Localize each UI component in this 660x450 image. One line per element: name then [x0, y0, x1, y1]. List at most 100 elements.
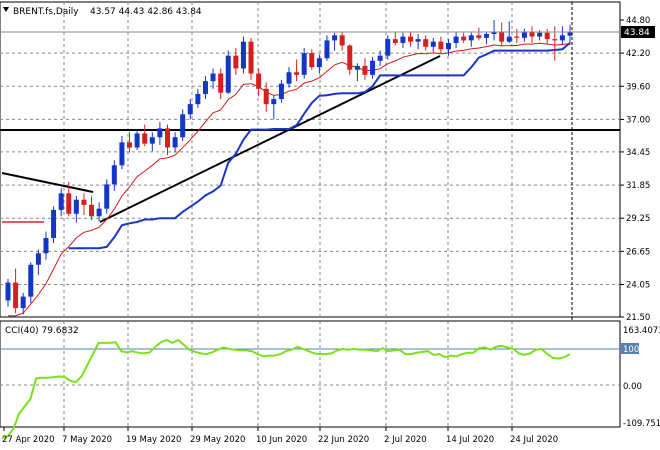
cci-scale-bottom: -109.751: [623, 419, 660, 429]
header: BRENT.fs,Daily 43.57 44.43 42.86 43.84: [3, 7, 202, 17]
candle: [392, 31, 398, 46]
candle: [35, 249, 41, 275]
y-tick-label: 26.65: [626, 247, 650, 257]
candle: [499, 22, 505, 46]
downtrend-line: [1, 172, 94, 193]
candle: [96, 202, 102, 222]
candle: [180, 109, 186, 142]
ohlc-values: 43.57 44.43 42.86 43.84: [90, 7, 202, 17]
y-tick-label: 31.85: [626, 181, 650, 191]
candle: [5, 278, 11, 307]
candle: [377, 50, 383, 66]
cci-label: CCI(40) 79.6832: [5, 326, 79, 336]
candle: [453, 31, 459, 49]
candle: [104, 179, 110, 214]
trendlines[interactable]: [1, 55, 441, 223]
date-axis: 27 Apr 2020 7 May 2020 19 May 2020 29 May 2…: [2, 427, 558, 445]
candle: [430, 37, 436, 52]
x-tick-label: 14 Jul 2020: [446, 435, 494, 445]
cci-line: [1, 338, 571, 440]
candle: [400, 32, 406, 49]
candle: [567, 24, 573, 45]
candle: [210, 68, 216, 89]
candle: [461, 32, 467, 43]
x-tick-label: 19 May 2020: [126, 435, 181, 445]
candle: [149, 132, 155, 152]
candle: [127, 132, 133, 153]
cci-axis: 163.4073 100 0.00 -109.751: [621, 326, 660, 429]
candle: [13, 268, 19, 314]
candles: [5, 20, 573, 315]
candle: [157, 121, 163, 145]
fast-moving-average: [8, 42, 571, 317]
candle: [483, 31, 489, 45]
candle: [415, 34, 421, 50]
candle: [544, 28, 550, 45]
candle: [225, 50, 231, 94]
candle: [58, 188, 64, 217]
candle: [202, 76, 208, 100]
candle: [385, 35, 391, 60]
candle: [529, 26, 535, 43]
candle: [134, 129, 140, 151]
chevron-down-icon: [3, 7, 9, 12]
x-tick-label: 27 Apr 2020: [2, 435, 55, 445]
y-tick-label: 29.25: [626, 214, 650, 224]
candle: [233, 48, 239, 75]
candle: [332, 32, 338, 51]
cci-scale-zero: 0.00: [623, 382, 642, 392]
candle: [20, 292, 26, 315]
price-axis: 44.80 42.20 39.60 37.00 34.45 31.85 29.25 26.65…: [620, 16, 650, 323]
candle: [559, 26, 565, 45]
y-tick-label: 42.20: [626, 49, 650, 59]
y-tick-label: 44.80: [626, 16, 650, 26]
svg-text:43.84: 43.84: [624, 28, 650, 38]
y-tick-label: 39.60: [626, 82, 650, 92]
cci-scale-100: 100: [623, 345, 639, 355]
grid-main: [0, 2, 620, 317]
symbol-label: BRENT.fs,Daily: [13, 7, 79, 17]
candle: [248, 37, 254, 80]
x-tick-label: 22 Jun 2020: [318, 435, 369, 445]
candle: [362, 58, 368, 80]
candle: [119, 135, 125, 170]
kijun-line: [68, 42, 571, 250]
candle: [514, 28, 520, 43]
candle: [271, 95, 277, 120]
candle: [111, 160, 117, 191]
candle: [172, 132, 178, 153]
candle: [491, 20, 497, 41]
candle: [164, 124, 170, 156]
x-tick-label: 7 May 2020: [62, 435, 112, 445]
candle: [309, 49, 315, 70]
candle: [370, 56, 376, 79]
candle: [218, 68, 224, 100]
candle: [28, 262, 34, 303]
candle: [81, 193, 87, 216]
candle: [316, 54, 322, 74]
candle: [408, 31, 414, 47]
x-tick-label: 10 Jun 2020: [256, 435, 307, 445]
candle: [43, 231, 49, 260]
candle: [51, 206, 57, 244]
y-tick-label: 21.50: [626, 313, 650, 323]
candle: [278, 79, 284, 103]
uptrend-line: [99, 55, 441, 223]
candle: [438, 36, 444, 54]
y-tick-label: 24.05: [626, 280, 650, 290]
candle: [256, 68, 262, 97]
y-tick-label: 37.00: [626, 115, 650, 125]
candle: [263, 82, 269, 112]
main-panel[interactable]: [0, 1, 621, 318]
x-tick-label: 29 May 2020: [190, 435, 245, 445]
x-tick-label: 24 Jul 2020: [510, 435, 558, 445]
cci-panel[interactable]: [0, 320, 621, 428]
candle: [423, 35, 429, 51]
candle: [195, 88, 201, 108]
candle: [324, 35, 330, 61]
candle: [347, 44, 353, 75]
candle: [89, 195, 95, 221]
candle: [301, 48, 307, 79]
current-price-tag: 43.84: [621, 26, 655, 38]
